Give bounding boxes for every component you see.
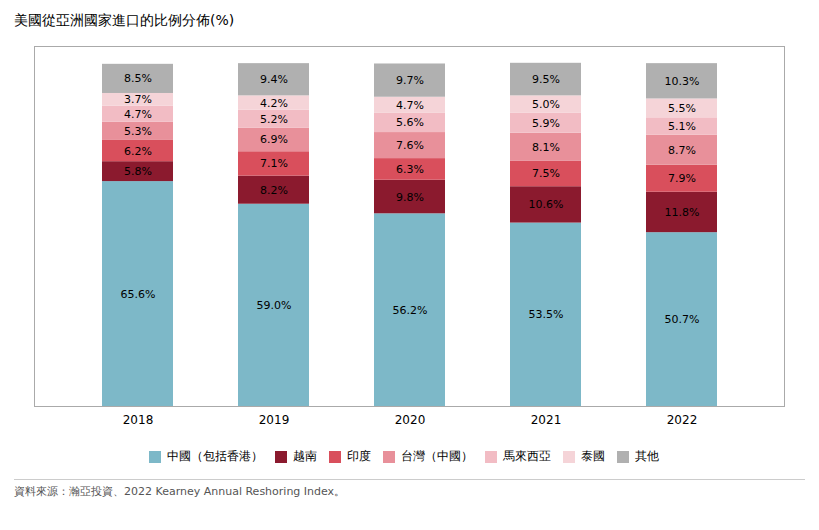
svg-text:7.1%: 7.1% [260, 157, 288, 170]
svg-text:8.2%: 8.2% [260, 184, 288, 197]
svg-text:5.1%: 5.1% [668, 120, 696, 133]
svg-text:65.6%: 65.6% [121, 288, 156, 301]
svg-text:10.6%: 10.6% [529, 198, 564, 211]
svg-text:6.9%: 6.9% [260, 133, 288, 146]
svg-text:9.7%: 9.7% [396, 74, 424, 87]
html-text:美國從亞洲國家進口的比例分佈(%): 美國從亞洲國家進口的比例分佈(%) [14, 12, 235, 28]
svg-text:10.3%: 10.3% [665, 75, 700, 88]
svg-text:5.0%: 5.0% [532, 98, 560, 111]
svg-text:2021: 2021 [531, 413, 562, 427]
html-text:泰國: 泰國 [580, 449, 605, 463]
svg-text:2020: 2020 [395, 413, 426, 427]
html-text:其他: 其他 [634, 449, 659, 463]
svg-text:5.5%: 5.5% [668, 102, 696, 115]
svg-text:8.7%: 8.7% [668, 144, 696, 157]
svg-text:11.8%: 11.8% [665, 206, 700, 219]
html-text:越南: 越南 [292, 449, 317, 463]
svg-text:8.5%: 8.5% [124, 72, 152, 85]
svg-text:7.9%: 7.9% [668, 172, 696, 185]
svg-text:5.2%: 5.2% [260, 113, 288, 126]
svg-text:2018: 2018 [123, 413, 154, 427]
svg-text:53.5%: 53.5% [529, 308, 564, 321]
svg-text:7.5%: 7.5% [532, 167, 560, 180]
svg-text:7.6%: 7.6% [396, 139, 424, 152]
svg-text:4.7%: 4.7% [124, 108, 152, 121]
svg-text:50.7%: 50.7% [665, 313, 700, 326]
svg-text:5.6%: 5.6% [396, 116, 424, 129]
svg-text:4.2%: 4.2% [260, 97, 288, 110]
svg-text:6.3%: 6.3% [396, 163, 424, 176]
svg-text:8.1%: 8.1% [532, 141, 560, 154]
svg-text:4.7%: 4.7% [396, 99, 424, 112]
html-text:台灣（中國）: 台灣（中國） [400, 449, 473, 463]
svg-text:6.2%: 6.2% [124, 145, 152, 158]
svg-text:56.2%: 56.2% [393, 304, 428, 317]
svg-text:59.0%: 59.0% [257, 299, 292, 312]
svg-text:2022: 2022 [667, 413, 698, 427]
html-text:馬來西亞: 馬來西亞 [502, 449, 551, 463]
svg-text:5.8%: 5.8% [124, 165, 152, 178]
html-text:印度: 印度 [346, 449, 371, 463]
svg-text:9.4%: 9.4% [260, 73, 288, 86]
svg-text:5.9%: 5.9% [532, 117, 560, 130]
svg-text:3.7%: 3.7% [124, 93, 152, 106]
svg-text:9.5%: 9.5% [532, 73, 560, 86]
html-text:資料來源：瀚亞投資、2022 Kearney Annual: 資料來源：瀚亞投資、2022 Kearney Annual Reshoring … [14, 485, 346, 498]
svg-text:2019: 2019 [259, 413, 290, 427]
html-text:中國（包括香港）: 中國（包括香港） [166, 449, 263, 463]
svg-text:9.8%: 9.8% [396, 191, 424, 204]
svg-text:5.3%: 5.3% [124, 125, 152, 138]
